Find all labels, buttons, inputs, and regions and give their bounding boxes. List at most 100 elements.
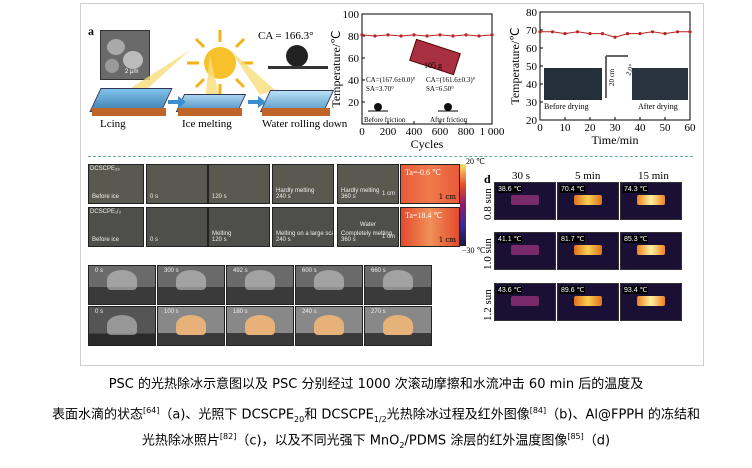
scale-label: 1 cm xyxy=(381,191,395,197)
panel-d-col-header: 15 min xyxy=(638,170,669,182)
droplet xyxy=(107,270,137,290)
droplet xyxy=(107,315,137,335)
x-tick-label: 40 xyxy=(635,122,647,134)
caption-ref-4: [85] xyxy=(567,432,584,441)
temperature-readout: 70.4 ℃ xyxy=(560,185,586,193)
hot-spot xyxy=(574,296,602,306)
data-point xyxy=(538,30,542,34)
data-point xyxy=(588,32,592,36)
after-friction-label: After friction xyxy=(430,116,468,124)
panel-c-time-label: 300 s xyxy=(164,268,179,274)
caption-text-2a: 表面水滴的状态 xyxy=(51,407,143,423)
panel-c-photo: 270 s xyxy=(364,306,432,346)
data-point xyxy=(386,33,390,37)
angle-label: 2.0° xyxy=(624,63,636,77)
panel-c-photo: 300 s xyxy=(157,265,225,305)
droplet xyxy=(383,270,413,290)
height-label: 20 cm xyxy=(608,68,616,86)
step-label-melting: Ice melting xyxy=(182,118,232,130)
caption-sub-3: 2 xyxy=(399,440,405,450)
before-drying-label: Before drying xyxy=(544,102,589,111)
temperature-readout: 93.4 ℃ xyxy=(623,286,649,294)
data-point xyxy=(425,34,429,38)
scale-label: 1 cm xyxy=(438,236,456,244)
after-friction-values: CA=(161.6±0.3)° SA=6.50° xyxy=(426,76,476,93)
x-tick-label: 0 xyxy=(359,126,365,138)
caption-text-2e: （b)、Al@FPPH 的冻结和 xyxy=(546,407,701,423)
caption-ref-1: [64] xyxy=(142,406,160,415)
panel-c-time-label: 180 s xyxy=(233,309,248,315)
data-point xyxy=(638,32,642,36)
hot-spot xyxy=(637,296,665,306)
before-friction-label: Before friction xyxy=(364,116,406,124)
panel-b-photo-label: Melting 120 s xyxy=(212,231,232,243)
panel-c-time-label: 100 s xyxy=(164,309,179,315)
x-axis-title: Cycles xyxy=(411,137,444,151)
ambient-temp-label: Ta=-0.6 ℃ xyxy=(405,168,442,177)
panel-b-photo-label: 0 s xyxy=(150,237,159,243)
colorbar-max-label: 20 ℃ xyxy=(466,157,485,166)
panel-b-thermal-image: Ta=18.4 ℃ 1 cm xyxy=(400,207,460,247)
hot-spot xyxy=(511,245,539,255)
caption-line-2: 表面水滴的状态[64]（a)、光照下 DCSCPE20和 DCSCPE1/2光热… xyxy=(0,398,752,433)
droplet xyxy=(176,270,206,290)
before-friction-values: CA=(167.6±0.0)° SA=3.70° xyxy=(366,76,416,93)
thermal-image: 70.4 ℃ xyxy=(557,182,619,220)
y-axis-title: Temperature/℃ xyxy=(330,30,343,107)
ambient-temp-label: Ta=18.4 ℃ xyxy=(405,211,443,220)
after-droplet xyxy=(444,103,452,111)
sun-rays xyxy=(120,50,275,100)
data-point xyxy=(625,32,630,36)
substrate-2 xyxy=(178,108,242,116)
panel-c-photo: 0 s xyxy=(88,306,156,346)
caption-line-3: 光热除冰照片[82]（c)，以及不同光强下 MnO2/PDMS 涂层的红外温度图… xyxy=(0,424,752,459)
caption-text-3c: /PDMS 涂层的红外温度图像 xyxy=(404,433,568,449)
panel-c-time-label: 0 s xyxy=(95,268,104,274)
panel-c-time-label: 240 s xyxy=(302,309,317,315)
caption-text-2d: 光热除冰过程及红外图像 xyxy=(386,407,530,423)
sem-micrograph: 2 μm xyxy=(100,30,150,80)
panel-c-photo: 492 s xyxy=(226,265,294,305)
droplet xyxy=(314,315,344,335)
y-tick-label: 100 xyxy=(343,9,360,21)
y-tick-label: 20 xyxy=(526,115,538,127)
hot-spot xyxy=(574,195,602,205)
temperature-readout: 74.3 ℃ xyxy=(623,185,649,193)
caption-text-3b: （c)，以及不同光强下 MnO xyxy=(236,433,400,449)
panel-b-photo: Hardly melting 240 s xyxy=(272,164,334,204)
weight-label: 105 g xyxy=(424,61,442,70)
panel-label-a: a xyxy=(88,24,94,38)
panel-b-photo-label: 0 s xyxy=(150,194,159,200)
thermal-image: 89.6 ℃ xyxy=(557,283,619,321)
y-tick-label: 80 xyxy=(526,7,538,19)
x-tick-label: 800 xyxy=(458,126,475,138)
panel-c-time-label: 660 s xyxy=(371,268,386,274)
caption-text-3d: （d) xyxy=(583,433,611,449)
ca-droplet xyxy=(286,45,308,67)
data-point xyxy=(675,30,680,34)
data-point xyxy=(613,35,617,39)
y-tick-label: 40 xyxy=(526,79,538,91)
panel-b-photo: 0 s xyxy=(146,207,208,247)
x-tick-label: 50 xyxy=(660,122,672,134)
panel-d-col-header: 30 s xyxy=(512,170,531,182)
panel-b-photo-label: Hardly melting 360 s xyxy=(341,188,380,200)
friction-chart: 0 200 400 600 800 1 000 20 40 60 80 100 Cycles Tempe… xyxy=(330,9,505,151)
sample-tag: DCSCPE₂₀ xyxy=(90,166,120,172)
plot-frame xyxy=(361,13,493,125)
y-tick-label: 80 xyxy=(348,31,360,43)
thermal-image: 41.1 ℃ xyxy=(494,232,556,270)
panel-c-photo: 100 s xyxy=(157,306,225,346)
caption-sub-1: 20 xyxy=(294,414,305,424)
panel-b-photo: 120 s xyxy=(208,164,270,204)
panel-c-time-label: 600 s xyxy=(302,268,317,274)
hot-spot xyxy=(637,245,665,255)
x-tick-label: 10 xyxy=(560,122,572,134)
ca-label: CA = 166.3° xyxy=(258,30,314,42)
panel-label-d: d xyxy=(484,172,491,186)
caption-text-1: PSC 的光热除冰示意图以及 PSC 分别经过 1000 次滚动摩擦和水流冲击 … xyxy=(108,377,644,392)
substrate-3 xyxy=(262,108,330,116)
caption-ref-3: [82] xyxy=(219,432,237,441)
thermal-image: 43.6 ℃ xyxy=(494,283,556,321)
